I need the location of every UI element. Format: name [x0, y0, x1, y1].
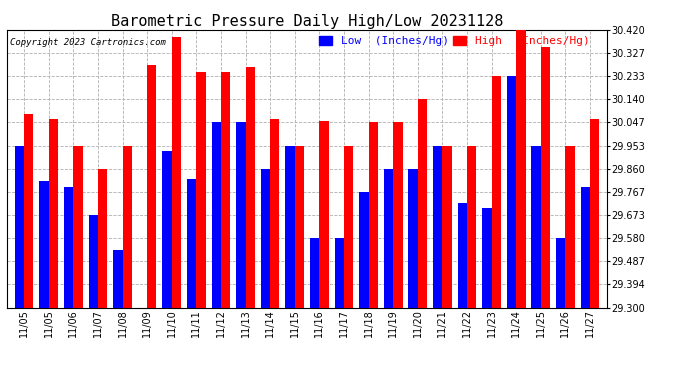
Bar	[98, 169, 107, 308]
Bar	[172, 38, 181, 308]
Bar	[162, 152, 172, 308]
Bar	[187, 178, 197, 308]
Bar	[24, 114, 34, 308]
Bar	[580, 187, 590, 308]
Bar	[433, 146, 442, 308]
Bar	[590, 119, 600, 308]
Text: Copyright 2023 Cartronics.com: Copyright 2023 Cartronics.com	[10, 38, 166, 47]
Bar	[270, 119, 279, 308]
Bar	[221, 72, 230, 308]
Bar	[344, 146, 353, 308]
Bar	[556, 238, 565, 308]
Bar	[147, 65, 157, 308]
Bar	[49, 119, 58, 308]
Bar	[335, 238, 344, 308]
Bar	[565, 146, 575, 308]
Bar	[197, 72, 206, 308]
Bar	[88, 215, 98, 308]
Bar	[442, 146, 452, 308]
Bar	[236, 122, 246, 308]
Bar	[212, 122, 221, 308]
Bar	[73, 146, 83, 308]
Bar	[384, 169, 393, 308]
Bar	[261, 169, 270, 308]
Legend: Low  (Inches/Hg), High  (Inches/Hg): Low (Inches/Hg), High (Inches/Hg)	[319, 36, 590, 46]
Bar	[417, 99, 427, 308]
Bar	[113, 250, 123, 308]
Bar	[64, 187, 73, 308]
Bar	[457, 204, 467, 308]
Bar	[246, 67, 255, 308]
Bar	[408, 169, 417, 308]
Bar	[359, 192, 368, 308]
Bar	[467, 146, 476, 308]
Bar	[310, 238, 319, 308]
Bar	[516, 30, 526, 308]
Bar	[14, 146, 24, 308]
Bar	[482, 209, 491, 308]
Bar	[393, 122, 402, 308]
Bar	[507, 76, 516, 308]
Bar	[39, 181, 49, 308]
Bar	[319, 121, 328, 308]
Title: Barometric Pressure Daily High/Low 20231128: Barometric Pressure Daily High/Low 20231…	[111, 14, 503, 29]
Bar	[531, 146, 541, 308]
Bar	[491, 76, 501, 308]
Bar	[286, 146, 295, 308]
Bar	[541, 47, 550, 308]
Bar	[295, 146, 304, 308]
Bar	[123, 146, 132, 308]
Bar	[368, 122, 378, 308]
